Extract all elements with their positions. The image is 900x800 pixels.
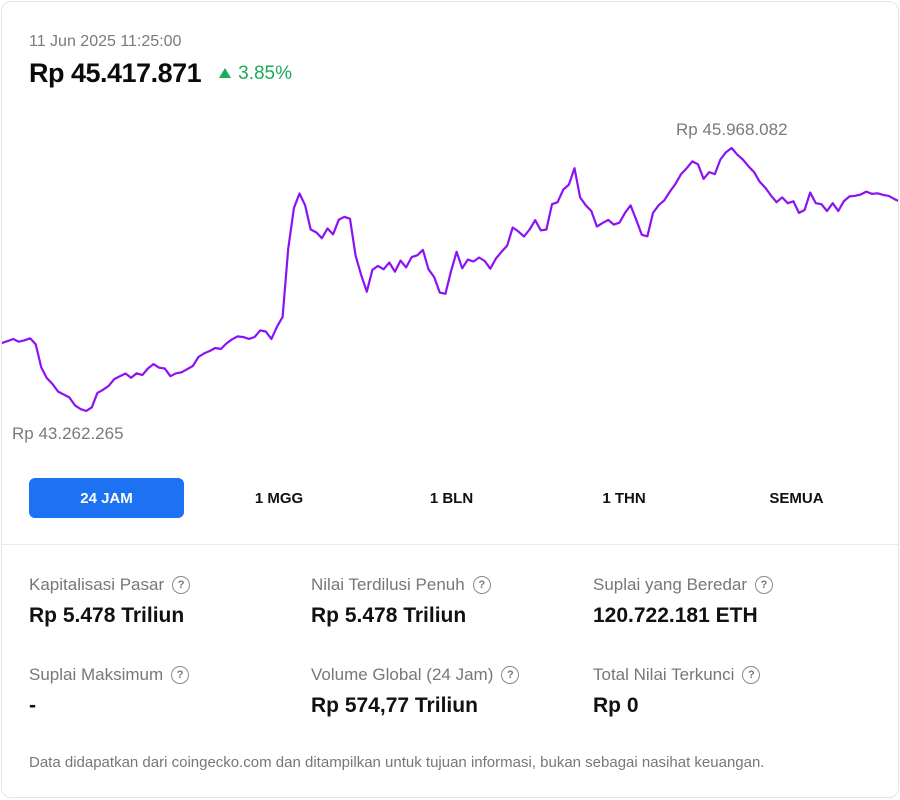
range-24-jam-button[interactable]: 24 JAM	[29, 478, 184, 518]
stat-total-value-locked: Total Nilai Terkunci ? Rp 0	[593, 665, 873, 718]
current-price: Rp 45.417.871	[29, 58, 202, 88]
help-icon[interactable]: ?	[472, 576, 491, 594]
section-divider	[2, 544, 898, 545]
price-chart[interactable]	[2, 102, 899, 432]
price-change-percent: 3.85%	[238, 62, 292, 84]
help-icon[interactable]: ?	[172, 576, 191, 594]
help-icon[interactable]: ?	[755, 576, 774, 594]
stat-label: Suplai yang Beredar	[593, 575, 748, 594]
help-icon[interactable]: ?	[742, 666, 761, 684]
stat-value: -	[29, 694, 36, 717]
stat-label: Nilai Terdilusi Penuh	[311, 575, 465, 594]
range-1-bln-button[interactable]: 1 BLN	[374, 478, 529, 518]
stat-max-supply: Suplai Maksimum ? -	[29, 665, 309, 718]
range-semua-button[interactable]: SEMUA	[719, 478, 874, 518]
disclaimer: Data didapatkan dari coingecko.com dan d…	[29, 754, 765, 771]
stat-label: Volume Global (24 Jam)	[311, 665, 494, 684]
stat-global-volume: Volume Global (24 Jam) ? Rp 574,77 Trili…	[311, 665, 591, 718]
range-1-thn-button[interactable]: 1 THN	[547, 478, 702, 518]
stat-value: Rp 574,77 Triliun	[311, 694, 478, 717]
help-icon[interactable]: ?	[171, 666, 190, 684]
stat-market-cap: Kapitalisasi Pasar ? Rp 5.478 Triliun	[29, 575, 309, 628]
chart-min-label: Rp 43.262.265	[12, 424, 124, 443]
stat-circulating-supply: Suplai yang Beredar ? 120.722.181 ETH	[593, 575, 873, 628]
stat-label: Total Nilai Terkunci	[593, 665, 735, 684]
price-timestamp: 11 Jun 2025 11:25:00	[29, 33, 182, 50]
triangle-up-icon	[219, 68, 232, 78]
chart-max-label: Rp 45.968.082	[676, 120, 788, 139]
stat-label: Suplai Maksimum	[29, 665, 164, 684]
price-row: Rp 45.417.871 3.85%	[29, 58, 292, 89]
stat-value: 120.722.181 ETH	[593, 604, 758, 627]
price-line	[2, 146, 898, 413]
stat-value: Rp 5.478 Triliun	[29, 604, 185, 627]
stat-label: Kapitalisasi Pasar	[29, 575, 165, 594]
stat-value: Rp 5.478 Triliun	[311, 604, 467, 627]
range-1-mgg-button[interactable]: 1 MGG	[202, 478, 357, 518]
price-change: 3.85%	[219, 63, 292, 85]
stat-fully-diluted: Nilai Terdilusi Penuh ? Rp 5.478 Triliun	[311, 575, 591, 628]
stat-value: Rp 0	[593, 694, 639, 717]
time-range-selector: 24 JAM 1 MGG 1 BLN 1 THN SEMUA	[29, 478, 874, 518]
help-icon[interactable]: ?	[501, 666, 520, 684]
